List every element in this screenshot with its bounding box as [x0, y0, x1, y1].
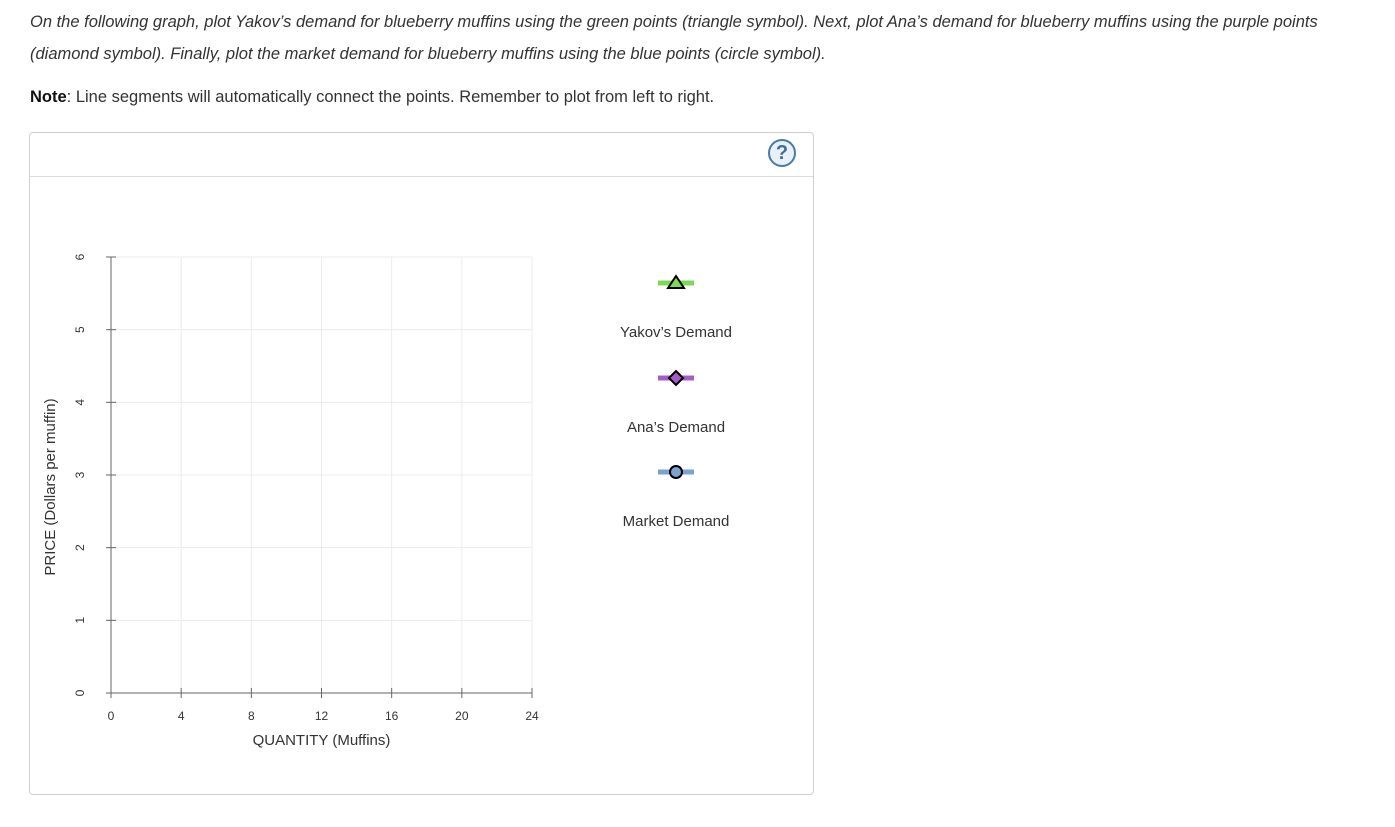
legend-tool-diamond[interactable]: [658, 369, 694, 387]
legend-label: Ana’s Demand: [627, 419, 725, 436]
legend-label: Yakov’s Demand: [620, 324, 732, 341]
graph-panel-header: ?: [30, 133, 813, 177]
y-tick-label: 5: [73, 326, 87, 333]
y-tick-label: 2: [73, 544, 87, 551]
y-tick-label: 1: [73, 617, 87, 624]
x-tick-label: 16: [385, 709, 399, 723]
diamond-icon: [667, 369, 685, 387]
x-tick-label: 4: [178, 709, 185, 723]
legend-label: Market Demand: [623, 513, 730, 530]
y-tick-label: 0: [73, 689, 87, 696]
x-axis-label: QUANTITY (Muffins): [253, 732, 391, 749]
legend-tool-circle[interactable]: [658, 465, 694, 479]
note-text: : Line segments will automatically conne…: [66, 88, 715, 106]
y-tick-label: 4: [73, 399, 87, 406]
circle-icon: [669, 465, 683, 479]
note-label: Note: [30, 88, 67, 106]
x-tick-label: 0: [108, 709, 115, 723]
x-tick-label: 12: [315, 709, 329, 723]
y-axis-label: PRICE (Dollars per muffin): [42, 398, 59, 575]
x-tick-label: 20: [455, 709, 469, 723]
instructions-text: On the following graph, plot Yakov’s dem…: [30, 13, 1318, 63]
triangle-icon: [666, 274, 686, 289]
question-mark-icon[interactable]: ?: [768, 139, 796, 167]
x-tick-label: 24: [525, 709, 539, 723]
x-tick-label: 8: [248, 709, 255, 723]
legend-tool-triangle[interactable]: [658, 274, 694, 289]
y-tick-label: 3: [73, 471, 87, 478]
y-tick-label: 6: [73, 253, 87, 260]
graph-panel: ? 0 4 8 12 16 20 24 0 1 2 3 4 5 6 QUANTITY (Muffins) PR…: [29, 132, 814, 795]
note-line: Note: Line segments will automatically c…: [30, 88, 714, 107]
